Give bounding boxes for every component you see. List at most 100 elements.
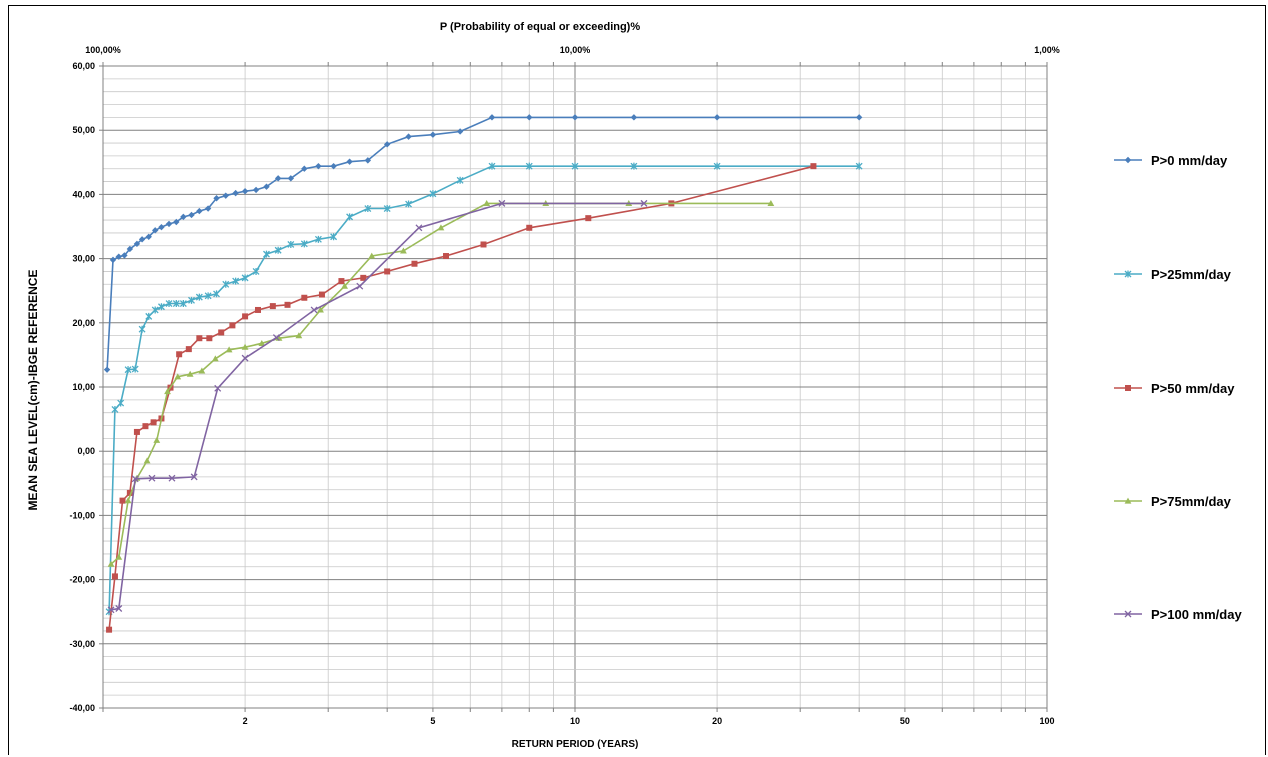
series-0-point (383, 141, 391, 148)
top-tick-label: 10,00% (560, 45, 591, 55)
series-2-point (106, 626, 113, 633)
chart-frame (8, 5, 1266, 755)
series-1-point (525, 162, 533, 170)
series-0-point (173, 218, 180, 226)
series-0-point (145, 233, 152, 240)
y-axis-title: MEAN SEA LEVEL(cm)-IBGE REFERENCE (26, 270, 40, 511)
legend-item-0: P>0 mm/day (1106, 150, 1227, 170)
legend-marker-3 (1114, 497, 1142, 504)
series-1-point (383, 205, 391, 213)
series-0-point (180, 213, 187, 221)
series-2-point (443, 253, 450, 260)
series-1-point (571, 162, 579, 170)
legend-marker-4 (1114, 610, 1142, 618)
series-1-point (241, 274, 249, 282)
series-2-point (411, 260, 418, 267)
series-1-point (364, 205, 372, 213)
series-3-point (341, 282, 349, 289)
series-0-point (405, 133, 412, 140)
series-0-point (196, 207, 203, 215)
series-2-point (111, 573, 118, 580)
series-4-point (640, 199, 648, 207)
series-1-point (117, 399, 125, 407)
legend-label-3: P>75mm/day (1151, 493, 1231, 509)
series-3-point (400, 247, 407, 254)
x-tick-label: 10 (570, 716, 580, 726)
series-0-point (571, 114, 579, 121)
series-2-point (196, 335, 203, 342)
series-2-point (384, 268, 391, 275)
series-0-point (115, 253, 122, 260)
legend-item-2: P>50 mm/day (1106, 378, 1234, 398)
series-4-point (168, 474, 176, 482)
series-3-point (174, 373, 182, 380)
series-3-point (295, 332, 303, 339)
series-3-point (241, 343, 249, 350)
series-1-point (172, 300, 180, 308)
series-3-point (368, 252, 376, 259)
series-1-point (405, 200, 413, 208)
series-0-point (315, 162, 322, 170)
x-tick-label: 100 (1039, 716, 1054, 726)
series-0-point (252, 186, 260, 194)
series-0-point (526, 114, 533, 121)
legend-marker-point (1124, 610, 1132, 618)
series-3-point (164, 388, 171, 395)
series-2-point (142, 423, 149, 430)
series-1-point (232, 277, 240, 285)
y-tick-label: -10,00 (69, 510, 95, 520)
series-3-point (186, 370, 194, 377)
series-3-point (258, 339, 266, 346)
series-4-point (115, 605, 123, 612)
series-0-point (213, 195, 220, 202)
series-0-point (222, 192, 229, 199)
series-0-point (241, 187, 249, 195)
series-4-point (148, 474, 156, 482)
series-0-point (121, 252, 128, 259)
label-layer: 60,00 50,00 40,00 30,00 20,00 10,00 0,00 -10,00… (69, 45, 1059, 726)
series-2-point (318, 291, 325, 298)
series-0-point (301, 165, 308, 172)
series-1-point (131, 365, 139, 373)
series-2-point (810, 163, 817, 170)
legend-marker-point (1124, 156, 1132, 164)
y-tick-label: -20,00 (69, 575, 95, 585)
series-0-point (138, 236, 146, 243)
series-0-point (133, 240, 141, 248)
y-tick-label: 40,00 (72, 189, 95, 199)
series-3-point (483, 199, 491, 206)
top-tick-label: 100,00% (85, 45, 121, 55)
legend-marker-point (1125, 385, 1131, 391)
y-tick-label: -30,00 (69, 639, 95, 649)
series-3-point (767, 199, 775, 206)
series-1-point (346, 213, 354, 221)
series-1-point (111, 405, 119, 413)
legend-label-0: P>0 mm/day (1151, 152, 1228, 168)
x-axis-title: RETURN PERIOD (YEARS) (512, 739, 639, 750)
legend-item-3: P>75mm/day (1106, 491, 1231, 511)
series-0-point (855, 114, 863, 121)
series-2-point (585, 215, 592, 222)
legend-item-4: P>100 mm/day (1106, 604, 1242, 624)
x-tick-label: 20 (712, 716, 722, 726)
legend-marker-point (1124, 497, 1132, 504)
x-tick-label: 50 (900, 716, 910, 726)
axis-layer (99, 62, 1048, 712)
series-1-point (429, 190, 437, 198)
series-3-point (143, 457, 151, 464)
series-2-point (338, 278, 345, 285)
legend-marker-point (1124, 270, 1132, 278)
series-3-point (107, 560, 115, 567)
series-1-point (855, 162, 863, 170)
series-0-point (158, 223, 165, 231)
series-3-point (115, 553, 123, 560)
chart-title: P (Probability of equal or exceeding)% (440, 21, 641, 33)
series-0-point (263, 183, 270, 190)
series-1-point (188, 296, 195, 304)
y-tick-label: 50,00 (72, 125, 95, 135)
top-tick-label: 1,00% (1034, 45, 1060, 55)
series-1-point (179, 300, 187, 308)
series-0-point (204, 205, 212, 212)
series-2-point (176, 351, 183, 358)
